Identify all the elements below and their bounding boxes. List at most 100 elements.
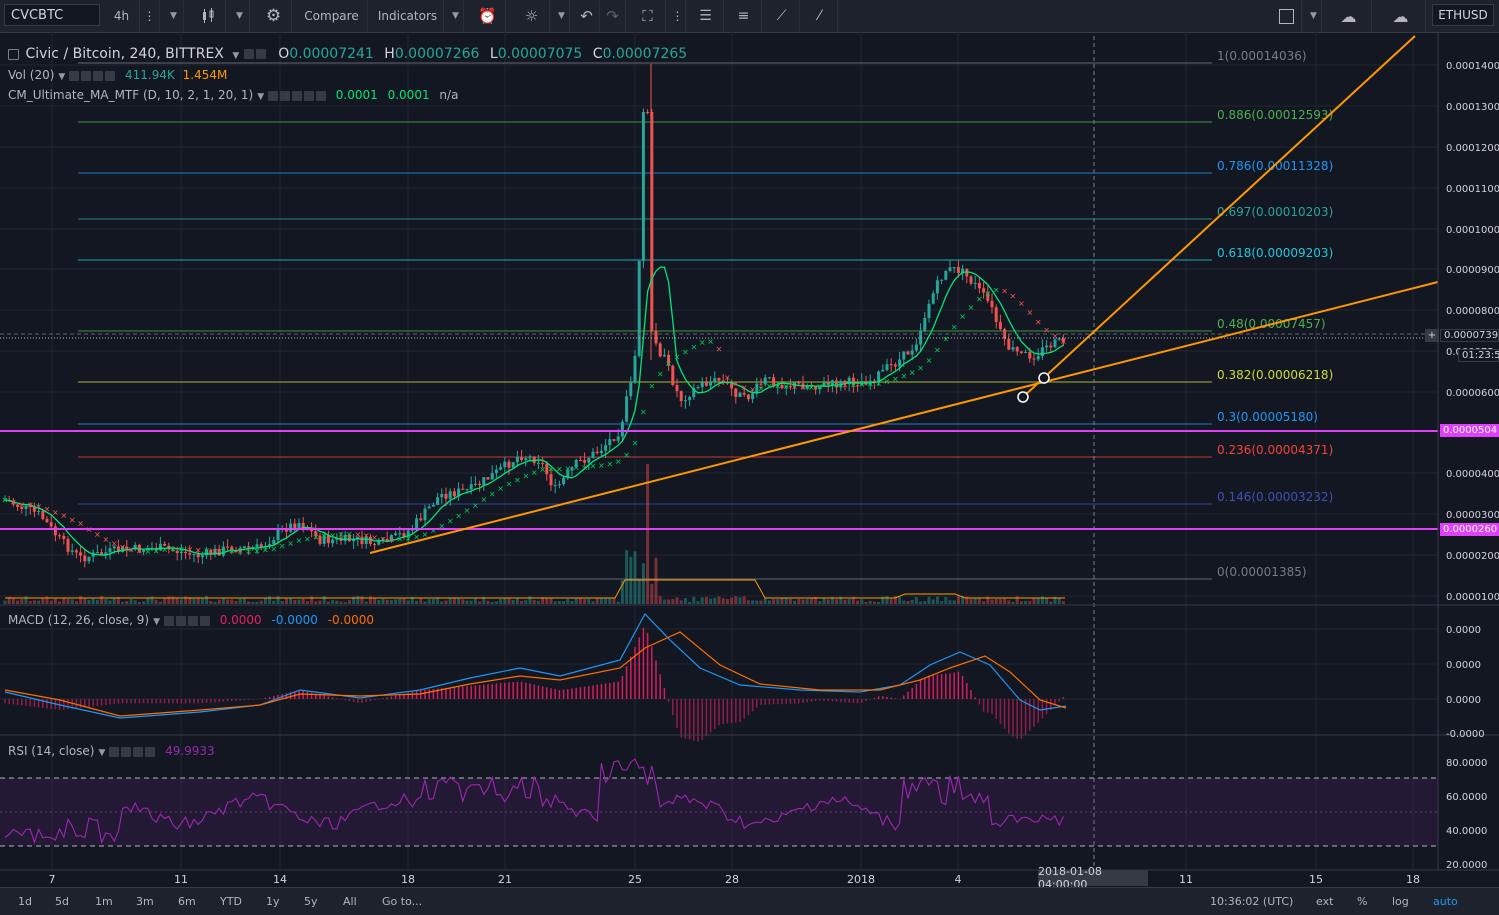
range-5y[interactable]: 5y	[304, 895, 318, 908]
ma-settings-icon[interactable]	[279, 90, 290, 101]
price-axis-label: 0.0001000	[1446, 225, 1499, 236]
compare-button[interactable]: Compare	[296, 0, 368, 32]
cloud-upload-icon[interactable]: ☁	[1376, 0, 1426, 32]
ma-source-icon[interactable]	[291, 90, 302, 101]
range-1y[interactable]: 1y	[266, 895, 280, 908]
range-all[interactable]: All	[343, 895, 357, 908]
settings-gear-icon[interactable]: ⚙	[256, 0, 292, 32]
candle-style-icon[interactable]	[190, 0, 226, 32]
undo-icon[interactable]: ↶	[574, 0, 600, 32]
interval-button[interactable]: 4h	[104, 0, 140, 32]
volume-settings-icon[interactable]	[81, 70, 92, 81]
volume-add-icon[interactable]	[93, 70, 104, 81]
chart-title[interactable]: Civic / Bitcoin, 240, BITTREX	[25, 46, 224, 62]
rsi-add-icon[interactable]	[133, 746, 144, 757]
macd-eye-icon[interactable]	[163, 615, 174, 626]
style-dropdown-icon[interactable]: ▼	[226, 0, 250, 32]
theme-dropdown-icon[interactable]: ▼	[550, 0, 570, 32]
indicators-dropdown-icon[interactable]: ▼	[444, 0, 464, 32]
drag-handle-icon[interactable]: ⋮	[670, 0, 686, 32]
pitchfork-icon[interactable]: ☰	[688, 0, 724, 32]
slow-ma-cross: ✕	[472, 501, 479, 510]
log-toggle[interactable]: log	[1392, 895, 1409, 908]
auto-toggle[interactable]: auto	[1433, 895, 1458, 908]
interval-more-icon[interactable]: ⋮	[140, 0, 160, 32]
volume-bar	[167, 596, 171, 604]
range-3m[interactable]: 3m	[136, 895, 154, 908]
ma-add-icon[interactable]	[303, 90, 314, 101]
indicators-button[interactable]: Indicators	[372, 0, 444, 32]
candle-body	[503, 461, 507, 468]
cloud-download-icon[interactable]: ☁	[1326, 0, 1372, 32]
percent-toggle[interactable]: %	[1357, 895, 1368, 908]
redo-icon[interactable]: ↷	[600, 0, 626, 32]
chart-canvas[interactable]: 1(0.00014036)0.886(0.00012593)0.786(0.00…	[0, 32, 1499, 887]
utc-clock[interactable]: 10:36:02 (UTC)	[1210, 895, 1294, 908]
fib-fan-icon[interactable]: ⟋	[764, 0, 800, 32]
compare-label: Compare	[304, 9, 359, 23]
macd-dropdown-icon[interactable]: ▼	[153, 617, 161, 627]
rsi-settings-icon[interactable]	[121, 746, 132, 757]
rsi-dropdown-icon[interactable]: ▼	[98, 748, 106, 758]
candle-body	[658, 343, 662, 357]
symbol-search[interactable]: CVCBTC	[4, 4, 100, 26]
volume-bar	[730, 597, 734, 604]
volume-dropdown-icon[interactable]: ▼	[58, 72, 66, 82]
collapse-icon[interactable]	[8, 48, 19, 60]
ma-eye-icon[interactable]	[267, 90, 278, 101]
volume-bar	[364, 601, 368, 604]
slow-ma-cross: ✕	[430, 527, 437, 536]
candle-body	[788, 385, 792, 388]
goto-button[interactable]: Go to...	[382, 895, 423, 908]
right-symbol[interactable]: ETHUSD	[1432, 4, 1494, 26]
candle-body	[221, 546, 225, 556]
slow-ma-cross: ✕	[741, 384, 748, 393]
volume-value: 411.94K	[124, 68, 175, 82]
ext-toggle[interactable]: ext	[1316, 895, 1334, 908]
rsi-close-icon[interactable]	[145, 746, 156, 757]
rsi-name[interactable]: RSI (14, close)	[8, 744, 95, 758]
add-alert-plus-icon[interactable]: +	[1425, 329, 1439, 342]
brightness-icon[interactable]: ☼	[514, 0, 550, 32]
macd-name[interactable]: MACD (12, 26, close, 9)	[8, 613, 150, 627]
range-5d[interactable]: 5d	[55, 895, 69, 908]
fibonacci-retracement[interactable]: 1(0.00014036)0.886(0.00012593)0.786(0.00…	[78, 49, 1333, 580]
layout-square-icon[interactable]	[1272, 0, 1302, 32]
legend-settings-icon[interactable]	[243, 49, 254, 59]
fullscreen-icon[interactable]: ⛶	[630, 0, 666, 32]
macd-settings-icon[interactable]	[175, 615, 186, 626]
range-6m[interactable]: 6m	[178, 895, 196, 908]
layout-dropdown-icon[interactable]: ▼	[1302, 0, 1322, 32]
horizontal-lines-icon[interactable]: ≡	[726, 0, 762, 32]
interval-dropdown-icon[interactable]: ▼	[160, 0, 184, 32]
slow-ma-cross: ✕	[44, 505, 51, 514]
ma-name[interactable]: CM_Ultimate_MA_MTF (D, 10, 2, 1, 20, 1)	[8, 88, 254, 102]
volume-close-icon[interactable]	[105, 70, 116, 81]
volume-bar	[961, 596, 965, 604]
macd-add-icon[interactable]	[187, 615, 198, 626]
volume-bar	[931, 599, 935, 604]
trend-line-icon[interactable]: ⁄	[802, 0, 838, 32]
price-axis-label: 0.0000900	[1446, 265, 1499, 276]
volume-bar	[213, 601, 217, 604]
candle-body	[1061, 338, 1065, 343]
legend-close-icon[interactable]	[255, 49, 266, 59]
range-1m[interactable]: 1m	[95, 895, 113, 908]
rsi-eye-icon[interactable]	[109, 746, 120, 757]
range-ytd[interactable]: YTD	[220, 895, 242, 908]
alert-clock-icon[interactable]: ⏰	[470, 0, 506, 32]
volume-bar	[940, 601, 944, 604]
candle-body	[570, 467, 574, 471]
ma-close-icon[interactable]	[315, 90, 326, 101]
macd-close-icon[interactable]	[199, 615, 210, 626]
slow-ma-cross: ✕	[825, 381, 832, 390]
drawings[interactable]	[0, 35, 1439, 870]
candle-body	[1028, 351, 1032, 359]
volume-name[interactable]: Vol (20)	[8, 68, 55, 82]
slow-ma-cross: ✕	[648, 382, 655, 391]
volume-eye-icon[interactable]	[69, 70, 80, 81]
ma-dropdown-icon[interactable]: ▼	[257, 92, 265, 102]
title-dropdown-icon[interactable]: ▼	[232, 51, 240, 61]
range-1d[interactable]: 1d	[18, 895, 32, 908]
volume-bar	[104, 599, 108, 604]
